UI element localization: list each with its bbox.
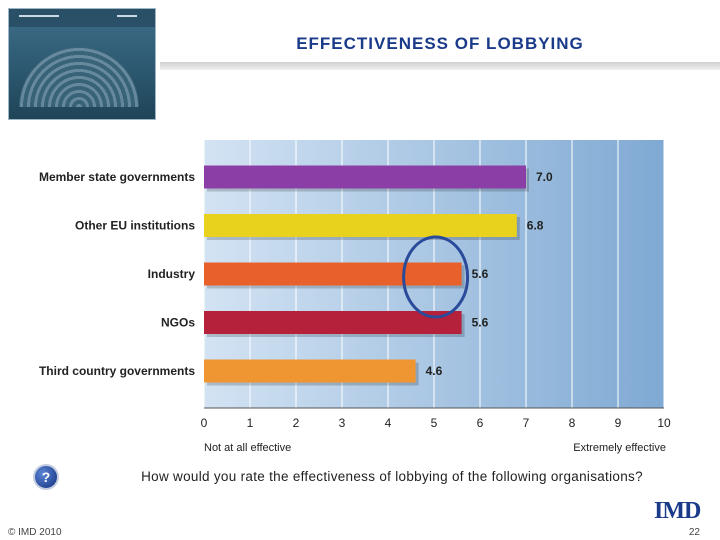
x-tick-label: 2 xyxy=(293,416,300,430)
photo-header-mark xyxy=(19,15,59,17)
x-axis-label-right: Extremely effective xyxy=(573,442,666,454)
category-label: Industry xyxy=(148,267,196,281)
page-number: 22 xyxy=(688,527,700,538)
x-tick-label: 9 xyxy=(615,416,622,430)
x-tick-label: 8 xyxy=(569,416,576,430)
x-tick-label: 4 xyxy=(385,416,392,430)
x-tick-label: 10 xyxy=(657,416,671,430)
bar xyxy=(204,165,526,189)
bar xyxy=(204,359,416,383)
photo-header-band xyxy=(9,9,155,27)
category-label: Third country governments xyxy=(39,364,195,378)
highlight-ellipse xyxy=(402,235,470,319)
category-label: Other EU institutions xyxy=(75,219,195,233)
photo-header-mark xyxy=(117,15,137,17)
value-label: 5.6 xyxy=(472,316,489,330)
bar xyxy=(204,214,517,237)
title-divider xyxy=(160,62,720,70)
survey-question: How would you rate the effectiveness of … xyxy=(141,469,643,484)
bar xyxy=(204,262,462,286)
category-label: Member state governments xyxy=(39,170,195,184)
category-label: NGOs xyxy=(161,316,195,330)
value-label: 6.8 xyxy=(527,219,544,233)
parliament-photo xyxy=(8,8,156,120)
x-tick-label: 0 xyxy=(201,416,208,430)
x-tick-label: 1 xyxy=(247,416,254,430)
copyright-text: © IMD 2010 xyxy=(8,527,62,538)
value-label: 7.0 xyxy=(536,170,553,184)
question-icon: ? xyxy=(33,464,59,490)
x-axis-label-left: Not at all effective xyxy=(204,442,291,454)
x-tick-label: 6 xyxy=(477,416,484,430)
x-tick-label: 5 xyxy=(431,416,438,430)
x-tick-label: 7 xyxy=(523,416,530,430)
bar xyxy=(204,311,462,334)
value-label: 4.6 xyxy=(426,364,443,378)
x-tick-label: 3 xyxy=(339,416,346,430)
page-title: EFFECTIVENESS OF LOBBYING xyxy=(296,34,584,53)
imd-logo: IMD xyxy=(654,498,701,524)
value-label: 5.6 xyxy=(472,267,489,281)
